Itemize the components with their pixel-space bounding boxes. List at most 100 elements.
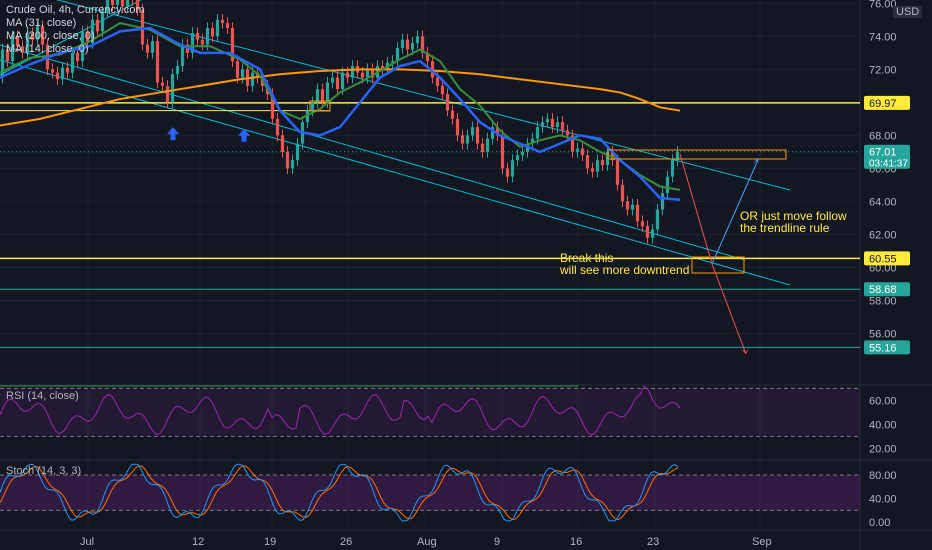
x-tick-label: Sep [752, 536, 772, 548]
rsi-label[interactable]: RSI (14, close) [6, 390, 79, 402]
annotation-break-line1: Break this [560, 251, 614, 265]
rsi-tick-label: 40.00 [869, 419, 897, 431]
candle-body [180, 44, 185, 67]
x-tick-label: 23 [647, 536, 659, 548]
projection-down-arrowhead [741, 348, 749, 354]
candle-body [460, 135, 465, 144]
ma200-line [0, 68, 681, 127]
candle-body [110, 0, 115, 5]
current-price-badge [864, 144, 910, 169]
candle-body [200, 39, 205, 45]
ma14-legend[interactable]: MA (14, close, 0) [6, 43, 89, 55]
ma200-legend[interactable]: MA (200, close, 0) [6, 30, 95, 42]
candle-body [100, 11, 105, 32]
candle-body [575, 148, 580, 152]
candle-body [350, 66, 355, 78]
candle-body [215, 19, 220, 37]
candle-body [295, 143, 300, 161]
candle-body [670, 160, 675, 177]
rsi-line [0, 385, 681, 436]
candle-body [65, 67, 70, 73]
candle-body [400, 39, 405, 48]
candle-body [660, 193, 665, 210]
candle-body [75, 52, 80, 62]
price-badge [864, 282, 910, 297]
candle-body [40, 26, 45, 45]
x-tick-label: 19 [264, 536, 276, 548]
candle-body [330, 77, 335, 83]
candle-body [20, 46, 25, 53]
candle-body [345, 72, 350, 78]
chart-legend: Crude Oil, 4h, Currency.com MA (31, clos… [6, 4, 145, 56]
candle-body [80, 31, 85, 62]
candle-body [15, 36, 20, 47]
candle-body [535, 127, 540, 139]
marker-box [309, 100, 331, 112]
candle-body [240, 69, 245, 78]
candle-body [175, 66, 180, 75]
candle-body [645, 226, 650, 238]
candle-body [620, 184, 625, 202]
candle-body [285, 151, 290, 169]
annotation-or-line1: OR just move follow [740, 209, 847, 223]
candle-body [595, 160, 600, 172]
candle-body [115, 0, 120, 5]
candle-body [25, 33, 30, 53]
candle-body [365, 69, 370, 78]
projection-down-deep [711, 263, 747, 355]
stoch-label[interactable]: Stoch (14, 3, 3) [6, 465, 82, 477]
breakdown-box [691, 256, 745, 274]
stoch-k-line [0, 463, 679, 522]
countdown-label: 03:41:37 [869, 159, 908, 170]
price-tick-label: 68.00 [869, 130, 897, 142]
candle-body [0, 49, 5, 78]
x-tick-label: 26 [340, 536, 352, 548]
price-tick-label: 64.00 [869, 196, 897, 208]
candle-body [390, 61, 395, 63]
candle-body [220, 19, 225, 24]
candle-body [415, 36, 420, 43]
candle-body [55, 72, 60, 80]
candle-body [270, 94, 275, 119]
stoch-tick-label: 0.00 [869, 517, 890, 529]
candle-body [195, 33, 200, 40]
candle-body [430, 61, 435, 78]
candle-body [675, 151, 680, 161]
candle-body [540, 122, 545, 128]
candle-body [290, 160, 295, 169]
candle-body [565, 130, 570, 136]
candle-body [530, 138, 535, 144]
candle-body [550, 118, 555, 128]
candle-body [425, 52, 430, 62]
candle-body [665, 176, 670, 194]
candle-body [655, 209, 660, 230]
chart-title: Crude Oil, 4h, Currency.com [6, 4, 145, 16]
rsi-tick-label: 60.00 [869, 395, 897, 407]
price-badge-label: 69.97 [869, 98, 897, 110]
candle-body [600, 160, 605, 166]
candle-body [190, 33, 195, 53]
price-tick-label: 72.00 [869, 64, 897, 76]
currency-label: USD [893, 6, 923, 18]
x-tick-label: 9 [494, 536, 500, 548]
candle-body [395, 47, 400, 62]
candle-body [225, 23, 230, 29]
candle-body [50, 69, 55, 73]
ma14-line [0, 22, 681, 191]
rsi-band [0, 388, 860, 437]
candle-body [105, 0, 110, 12]
candle-body [90, 19, 95, 43]
candle-body [70, 52, 75, 73]
ma31-legend[interactable]: MA (31, close) [6, 17, 77, 29]
candle-body [280, 135, 285, 152]
candle-body [95, 19, 100, 32]
candle-body [85, 31, 90, 43]
candle-body [340, 72, 345, 90]
current-price-label: 67.01 [869, 147, 897, 159]
candle-body [250, 72, 255, 86]
price-badge [864, 251, 910, 266]
candle-body [560, 122, 565, 131]
price-tick-label: 74.00 [869, 31, 897, 43]
candle-body [640, 221, 645, 227]
